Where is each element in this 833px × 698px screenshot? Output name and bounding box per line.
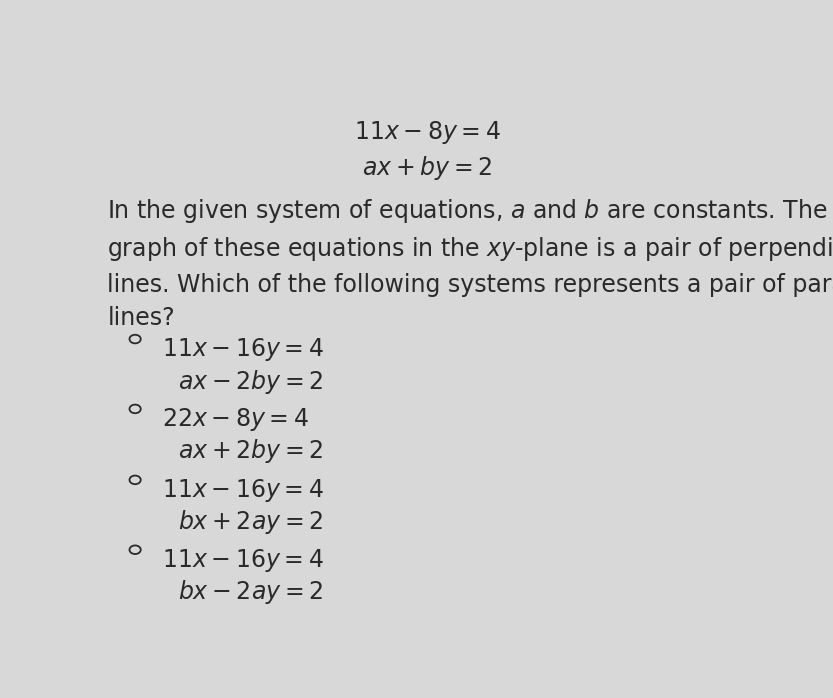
Text: $ax + by = 2$: $ax + by = 2$ [362,154,492,181]
Text: $11x - 16y = 4$: $11x - 16y = 4$ [162,477,324,504]
Text: $ax - 2by = 2$: $ax - 2by = 2$ [178,368,323,396]
Text: $bx + 2ay = 2$: $bx + 2ay = 2$ [178,508,323,536]
Text: In the given system of equations, $a$ and $b$ are constants. The
graph of these : In the given system of equations, $a$ an… [107,197,833,330]
Text: $11x - 8y = 4$: $11x - 8y = 4$ [353,119,501,146]
Text: $22x - 8y = 4$: $22x - 8y = 4$ [162,406,309,433]
Text: $bx - 2ay = 2$: $bx - 2ay = 2$ [178,578,323,607]
Text: $11x - 16y = 4$: $11x - 16y = 4$ [162,547,324,574]
Text: $ax + 2by = 2$: $ax + 2by = 2$ [178,438,323,466]
Text: $11x - 16y = 4$: $11x - 16y = 4$ [162,336,324,364]
